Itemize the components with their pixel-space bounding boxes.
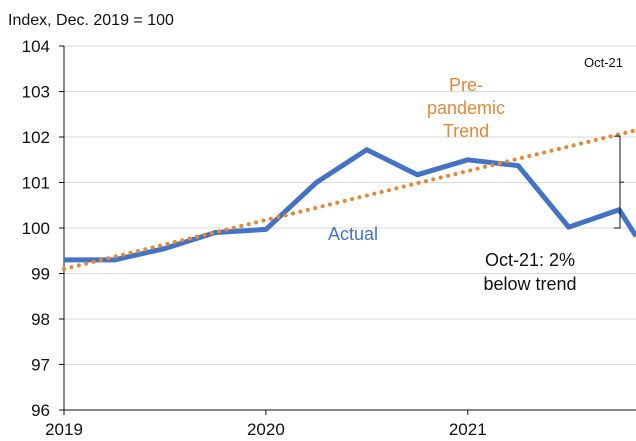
- y-tick-labels: 96 97 98 99 100 101 102 103 104: [22, 37, 50, 420]
- y-tick-label: 104: [22, 37, 50, 56]
- y-tick-label: 101: [22, 174, 50, 193]
- y-tick-label: 103: [22, 83, 50, 102]
- x-tick-label: 2020: [247, 420, 285, 439]
- corner-date-label: Oct-21: [584, 55, 623, 70]
- trend-line: [62, 128, 636, 271]
- actual-line: [64, 147, 636, 263]
- series-lines: [62, 128, 636, 271]
- x-tick-labels: 2019 2020 2021: [45, 420, 487, 439]
- x-tick-label: 2019: [45, 420, 83, 439]
- gridlines: [59, 45, 636, 415]
- y-tick-label: 100: [22, 219, 50, 238]
- gap-label-line-1: Oct-21: 2%: [485, 250, 575, 270]
- trend-label-line-3: Trend: [443, 121, 489, 141]
- y-tick-label: 102: [22, 128, 50, 147]
- trend-label-line-2: pandemic: [427, 98, 505, 118]
- gap-bracket: [614, 135, 624, 229]
- y-tick-label: 97: [31, 356, 50, 375]
- gap-label-line-2: below trend: [483, 274, 576, 294]
- y-tick-label: 98: [31, 310, 50, 329]
- y-axis-unit-label: Index, Dec. 2019 = 100: [8, 12, 174, 29]
- trend-label-line-1: Pre-: [449, 75, 483, 95]
- y-tick-label: 99: [31, 265, 50, 284]
- x-tick-label: 2021: [449, 420, 487, 439]
- y-tick-label: 96: [31, 401, 50, 420]
- actual-series-label: Actual: [328, 224, 378, 244]
